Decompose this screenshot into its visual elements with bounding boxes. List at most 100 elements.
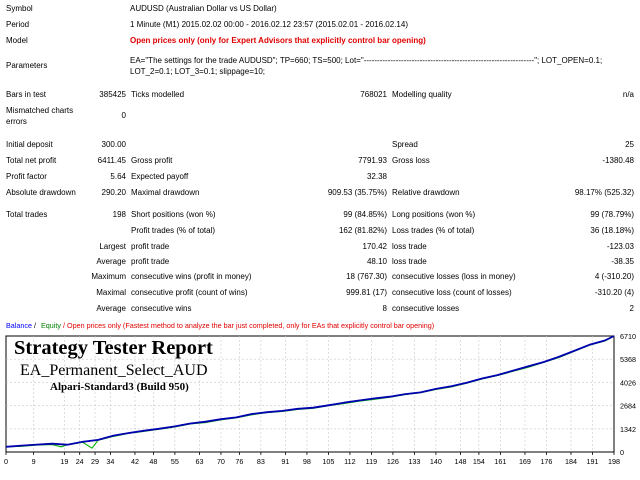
total-trades-label: Total trades: [6, 210, 48, 219]
total-trades-value: 198: [112, 210, 126, 219]
legend-balance: Balance: [6, 321, 32, 330]
y-tick-label: 5368: [620, 355, 636, 364]
relative-drawdown-label: Relative drawdown: [392, 188, 460, 197]
max-consecutive-losses-value: 4 (-310.20): [594, 272, 634, 281]
max-consecutive-wins-value: 18 (767.30): [346, 272, 387, 281]
x-tick-label: 0: [4, 457, 8, 466]
report-row: Bars in test 385425 Ticks modelled 768021 Mo…: [0, 90, 640, 102]
x-tick-label: 105: [322, 457, 334, 466]
report-row: Parameters EA="The settings for the trade…: [0, 56, 640, 76]
ticks-label: Ticks modelled: [131, 90, 185, 99]
legend-equity: Equity: [41, 321, 61, 330]
max-consecutive-losses-label: consecutive losses (loss in money): [392, 272, 516, 281]
bars-label: Bars in test: [6, 90, 47, 99]
x-tick-label: 63: [195, 457, 203, 466]
balance-line: [5, 335, 615, 448]
initial-deposit-label: Initial deposit: [6, 140, 53, 149]
relative-drawdown-value: 98.17% (525.32): [574, 188, 634, 197]
x-tick-label: 70: [217, 457, 225, 466]
y-tick-label: 1342: [620, 425, 636, 434]
report-row: Mismatched charts errors 0: [0, 106, 640, 130]
report-row: Average profit trade 48.10 loss trade -38.35: [0, 257, 640, 269]
x-tick-label: 19: [60, 457, 68, 466]
legend-description: / Open prices only (Fastest method to an…: [63, 321, 434, 330]
loss-trades-value: 36 (18.18%): [590, 226, 634, 235]
x-tick-label: 176: [540, 457, 552, 466]
y-tick-label: 4026: [620, 378, 636, 387]
parameters-label: Parameters: [6, 61, 48, 70]
report-row: Maximal consecutive profit (count of wins…: [0, 288, 640, 300]
profit-factor-label: Profit factor: [6, 172, 47, 181]
average-consecutive-losses-label: consecutive losses: [392, 304, 460, 313]
gross-loss-label: Gross loss: [392, 156, 430, 165]
period-value: 1 Minute (M1) 2015.02.02 00:00 - 2016.02…: [130, 20, 408, 29]
report-row: Initial deposit 300.00 Spread 25: [0, 140, 640, 152]
quality-value: n/a: [622, 90, 634, 99]
x-tick-label: 24: [76, 457, 84, 466]
model-value: Open prices only (only for Expert Adviso…: [130, 36, 426, 45]
report-row: Largest profit trade 170.42 loss trade -123.…: [0, 242, 640, 254]
average-profit-trade-label: profit trade: [131, 257, 170, 266]
x-tick-label: 112: [344, 457, 355, 466]
mismatched-value: 0: [121, 111, 126, 120]
x-tick-label: 48: [149, 457, 157, 466]
net-profit-label: Total net profit: [6, 156, 57, 165]
average-loss-trade-label: loss trade: [392, 257, 427, 266]
report-row: Absolute drawdown 290.20 Maximal drawdown 9…: [0, 188, 640, 200]
x-tick-label: 184: [565, 457, 577, 466]
long-positions-label: Long positions (won %): [392, 210, 476, 219]
x-tick-label: 34: [106, 457, 114, 466]
symbol-label: Symbol: [6, 4, 33, 13]
spread-label: Spread: [392, 140, 418, 149]
average-label: Average: [96, 257, 126, 266]
x-tick-label: 76: [235, 457, 243, 466]
parameters-line2: LOT_2=0.1; LOT_3=0.1; slippage=10;: [130, 67, 265, 76]
x-tick-label: 91: [281, 457, 289, 466]
report-row: Profit factor 5.64 Expected payoff 32.38: [0, 172, 640, 184]
expected-payoff-value: 32.38: [366, 172, 387, 181]
spread-value: 25: [625, 140, 634, 149]
x-tick-label: 169: [519, 457, 531, 466]
maximal-label: Maximal: [96, 288, 126, 297]
gross-profit-value: 7791.93: [358, 156, 387, 165]
x-tick-label: 148: [454, 457, 466, 466]
largest-loss-trade-label: loss trade: [392, 242, 427, 251]
absolute-drawdown-label: Absolute drawdown: [6, 188, 76, 197]
profit-trades-label: Profit trades (% of total): [131, 226, 216, 235]
y-tick-label: 6710: [620, 332, 636, 341]
maximal-consecutive-loss-label: consecutive loss (count of losses): [392, 288, 512, 297]
initial-deposit-value: 300.00: [101, 140, 126, 149]
symbol-value: AUDUSD (Australian Dollar vs US Dollar): [130, 4, 277, 13]
overlay-server: Alpari-Standard3 (Build 950): [50, 381, 189, 393]
average-consecutive-losses-value: 2: [629, 304, 634, 313]
loss-trades-label: Loss trades (% of total): [392, 226, 475, 235]
gross-loss-value: -1380.48: [602, 156, 634, 165]
maximal-consecutive-profit-value: 999.81 (17): [346, 288, 387, 297]
overlay-title: Strategy Tester Report: [14, 337, 213, 359]
average-consecutive-label: Average: [96, 304, 126, 313]
largest-loss-trade-value: -123.03: [606, 242, 634, 251]
short-positions-value: 99 (84.85%): [343, 210, 387, 219]
long-positions-value: 99 (78.79%): [590, 210, 634, 219]
x-tick-label: 133: [408, 457, 420, 466]
average-loss-trade-value: -38.35: [611, 257, 634, 266]
model-label: Model: [6, 36, 28, 45]
period-label: Period: [6, 20, 30, 29]
x-tick-label: 55: [171, 457, 179, 466]
balance-chart: Balance / Equity / Open prices only (Fas…: [0, 318, 640, 480]
report-row: Total net profit 6411.45 Gross profit 7791.…: [0, 156, 640, 168]
report-row: Average consecutive wins 8 consecutive loss…: [0, 304, 640, 316]
ticks-value: 768021: [360, 90, 387, 99]
average-consecutive-wins-label: consecutive wins: [131, 304, 192, 313]
average-profit-trade-value: 48.10: [366, 257, 387, 266]
maximal-drawdown-value: 909.53 (35.75%): [327, 188, 387, 197]
overlay-ea-name: EA_Permanent_Select_AUD: [20, 362, 208, 379]
average-consecutive-wins-value: 8: [382, 304, 387, 313]
maximal-drawdown-label: Maximal drawdown: [131, 188, 200, 197]
max-consecutive-wins-label: consecutive wins (profit in money): [131, 272, 252, 281]
expected-payoff-label: Expected payoff: [131, 172, 189, 181]
x-tick-label: 98: [303, 457, 311, 466]
maximum-label: Maximum: [91, 272, 126, 281]
short-positions-label: Short positions (won %): [131, 210, 216, 219]
plot-frame: [5, 335, 615, 453]
